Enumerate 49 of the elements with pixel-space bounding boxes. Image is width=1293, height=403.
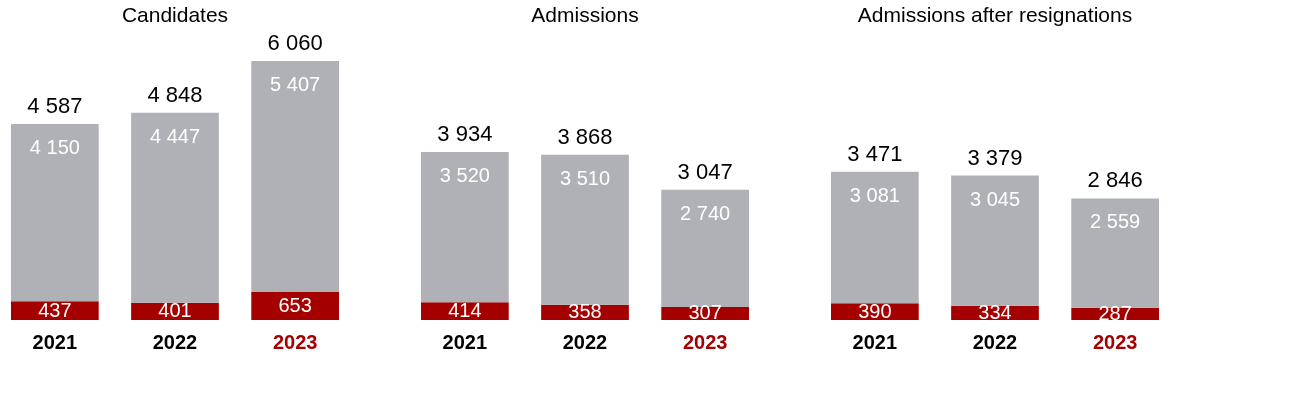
total-label: 3 047 — [677, 158, 733, 184]
data-label: 3 520 — [439, 163, 490, 186]
bar — [251, 292, 339, 320]
data-label: 334 — [978, 300, 1012, 323]
x-tick-label: 2021 — [32, 330, 78, 353]
chart-title: Candidates — [121, 3, 229, 26]
x-tick-label: 2021 — [852, 330, 898, 353]
total-label: 4 848 — [147, 81, 203, 107]
data-label: 3 045 — [969, 187, 1021, 210]
data-label: 414 — [448, 299, 482, 322]
data-label: 4 447 — [149, 124, 201, 147]
data-label: 358 — [568, 300, 602, 323]
total-label: 3 471 — [847, 140, 903, 166]
data-label: 437 — [38, 298, 72, 321]
total-label: 4 587 — [27, 93, 83, 119]
bar — [11, 124, 99, 302]
total-label: 6 060 — [267, 30, 323, 56]
bar — [541, 154, 629, 305]
chart-title: Admissions — [531, 3, 639, 26]
x-tick-label: 2023 — [1092, 330, 1138, 353]
total-label: 3 379 — [967, 144, 1023, 170]
x-tick-label: 2021 — [442, 330, 488, 353]
data-label: 390 — [858, 299, 892, 322]
total-label: 3 868 — [557, 123, 613, 149]
bar — [251, 61, 339, 293]
bar — [951, 175, 1039, 306]
total-label: 2 846 — [1087, 167, 1143, 193]
bar — [661, 189, 749, 307]
x-tick-label: 2022 — [972, 330, 1018, 353]
x-tick-label: 2022 — [562, 330, 608, 353]
data-label: 3 510 — [559, 166, 611, 189]
data-label: 2 740 — [680, 201, 731, 224]
data-label: 2 559 — [1090, 210, 1141, 233]
bar — [421, 151, 509, 303]
data-label: 4 150 — [29, 136, 80, 159]
bar — [831, 171, 919, 304]
bar — [1071, 198, 1159, 308]
total-label: 3 934 — [437, 120, 493, 146]
data-label: 5 407 — [270, 73, 321, 96]
x-tick-label: 2023 — [682, 330, 728, 353]
data-label: 307 — [688, 301, 722, 324]
data-label: 653 — [278, 294, 312, 317]
x-tick-label: 2022 — [152, 330, 198, 353]
data-label: 3 081 — [849, 183, 900, 206]
x-tick-label: 2023 — [272, 330, 318, 353]
data-label: 287 — [1098, 301, 1132, 324]
bar — [131, 112, 219, 303]
data-label: 401 — [158, 299, 192, 322]
chart-title: Admissions after resignations — [857, 3, 1133, 26]
